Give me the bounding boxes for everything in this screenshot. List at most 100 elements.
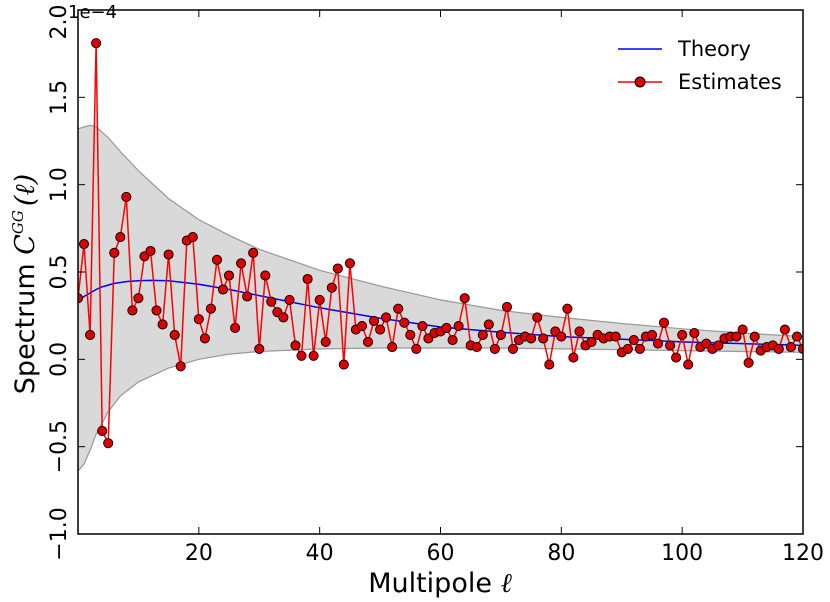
estimate-point (405, 329, 416, 340)
estimate-point (568, 352, 579, 363)
axis-ticks: 20 40 60 80 100 120 −1.0 −0.5 0.0 0.5 1.0 1.5 2.0 (47, 5, 824, 567)
band-lower-edge (78, 347, 803, 472)
estimate-point (217, 284, 229, 295)
y-axis-label: Spectrum CGG (ℓ) (9, 174, 41, 394)
estimate-point (677, 329, 688, 340)
estimate-point (308, 350, 319, 361)
estimate-point (97, 425, 108, 436)
estimate-point (411, 343, 422, 354)
legend: Theory Estimates (618, 37, 782, 94)
x-axis-label: Multipole ℓ (368, 568, 512, 599)
estimate-point (91, 38, 102, 49)
estimate-point (121, 191, 132, 202)
estimate-point (544, 359, 555, 370)
estimate-point (683, 359, 694, 370)
x-tick-label: 60 (427, 541, 455, 566)
y-axis-label-superscript: GG (9, 210, 27, 234)
estimate-point (399, 317, 410, 328)
estimate-point (574, 326, 585, 337)
estimate-point (151, 305, 162, 316)
estimate-point (731, 331, 742, 342)
y-axis-label-symbol: C (10, 234, 41, 255)
estimate-point (332, 263, 343, 274)
estimate-point (507, 343, 519, 354)
estimate-point (791, 331, 803, 342)
estimate-point (326, 282, 337, 293)
estimate-point (737, 324, 748, 335)
estimate-point (169, 329, 180, 340)
estimate-point (586, 336, 597, 347)
estimate-point (779, 324, 790, 335)
estimate-point (562, 303, 573, 314)
estimate-point (749, 331, 760, 342)
x-tick-label: 100 (661, 541, 703, 566)
estimate-point (417, 321, 428, 332)
estimate-point (236, 258, 247, 269)
estimate-point (362, 336, 374, 347)
estimate-point (284, 294, 295, 305)
estimate-point (109, 247, 120, 258)
estimate-point (85, 329, 96, 340)
estimate-point (145, 245, 156, 257)
estimate-point (254, 343, 265, 354)
y-axis-label-arg: (ℓ) (10, 174, 41, 206)
estimate-point (211, 254, 223, 265)
y-axis-label-text: Spectrum (10, 263, 41, 394)
estimate-point (489, 343, 500, 354)
estimate-point (622, 343, 633, 354)
estimate-point (163, 249, 174, 260)
estimate-point (375, 324, 386, 335)
estimate-point (393, 303, 404, 314)
estimate-point (175, 361, 186, 372)
estimate-point (713, 340, 724, 351)
y-tick-label: 0.0 (47, 342, 72, 377)
estimate-point (78, 239, 90, 250)
estimate-point (459, 293, 470, 304)
estimate-point (689, 328, 700, 339)
estimate-point (483, 319, 494, 330)
x-tick-label: 40 (306, 541, 334, 566)
estimate-point (157, 319, 168, 330)
estimate-point (242, 291, 253, 302)
estimate-point (652, 338, 664, 349)
y-tick-label: 1.0 (47, 167, 72, 202)
estimate-point (453, 321, 464, 332)
y-axis-offset-label: 1e−4 (68, 2, 117, 23)
estimate-point (610, 331, 621, 342)
estimate-point (356, 321, 368, 332)
estimate-point (133, 293, 144, 304)
estimate-point (248, 247, 259, 258)
estimate-point (266, 296, 277, 307)
legend-estimates-label: Estimates (678, 70, 782, 94)
estimate-point (387, 342, 398, 353)
estimate-point (628, 335, 639, 346)
estimate-point (314, 294, 325, 305)
estimate-point (646, 329, 658, 340)
x-tick-label: 120 (782, 541, 824, 566)
estimate-point (773, 343, 784, 354)
estimate-point (368, 315, 380, 326)
plot-frame (77, 9, 804, 535)
estimate-point (471, 342, 482, 353)
x-axis-label-symbol: ℓ (501, 568, 513, 599)
estimate-point (495, 329, 506, 340)
estimate-point (103, 438, 114, 449)
estimate-point (441, 322, 452, 333)
y-tick-label: 0.5 (47, 255, 72, 290)
estimate-point (338, 359, 349, 370)
legend-estimates-marker (634, 76, 646, 88)
estimate-point (320, 336, 331, 347)
estimate-point (344, 258, 355, 269)
y-tick-label: −0.5 (47, 420, 72, 473)
estimate-point (260, 270, 271, 281)
estimate-point (556, 331, 567, 342)
estimate-point (634, 343, 645, 354)
estimate-point (532, 312, 543, 323)
estimate-point (477, 329, 488, 340)
plot-area (78, 38, 803, 472)
y-tick-label: 2.0 (47, 5, 72, 40)
estimate-point (381, 312, 392, 323)
estimate-point (526, 333, 537, 344)
estimate-point (501, 301, 513, 312)
